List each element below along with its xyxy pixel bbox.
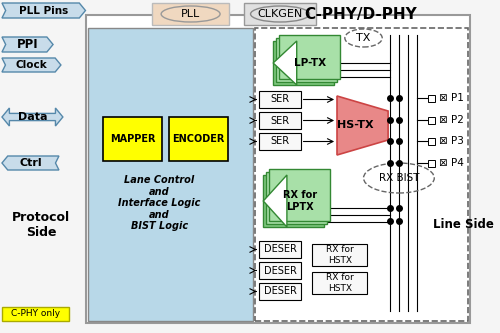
Text: PLL: PLL — [181, 9, 200, 19]
Bar — [276, 38, 337, 82]
Text: TX: TX — [356, 33, 370, 43]
Bar — [88, 28, 254, 321]
Bar — [279, 35, 340, 79]
Bar — [312, 272, 368, 294]
Text: ⊠ P1: ⊠ P1 — [439, 93, 464, 103]
Text: C-PHY only: C-PHY only — [11, 309, 60, 318]
Polygon shape — [2, 37, 53, 52]
Text: Line Side: Line Side — [434, 218, 494, 231]
Text: ⊠ P2: ⊠ P2 — [439, 115, 464, 125]
Text: SER: SER — [270, 95, 289, 105]
Text: SER: SER — [270, 116, 289, 126]
Polygon shape — [337, 96, 388, 155]
Text: CLKGEN: CLKGEN — [258, 9, 302, 19]
Text: RX for
HSTX: RX for HSTX — [326, 245, 354, 265]
Bar — [2, 307, 69, 321]
Polygon shape — [273, 41, 296, 85]
Polygon shape — [2, 3, 86, 18]
Bar — [244, 3, 316, 25]
Text: PPI: PPI — [16, 38, 38, 51]
Text: ⊠ P4: ⊠ P4 — [439, 158, 464, 168]
Text: DESER: DESER — [264, 244, 296, 254]
Text: DESER: DESER — [264, 286, 296, 296]
Text: DESER: DESER — [264, 265, 296, 275]
Bar — [312, 244, 368, 266]
Ellipse shape — [161, 6, 220, 22]
Bar — [260, 112, 300, 129]
Bar — [256, 28, 468, 321]
Bar — [428, 138, 436, 145]
Bar — [152, 3, 229, 25]
Text: RX for
HSTX: RX for HSTX — [326, 273, 354, 293]
Bar — [428, 95, 436, 102]
Polygon shape — [2, 108, 63, 126]
Text: RX for
LPTX: RX for LPTX — [282, 190, 316, 212]
Text: PLL Pins: PLL Pins — [19, 6, 68, 16]
Text: ⊠ P3: ⊠ P3 — [439, 136, 464, 146]
Bar — [273, 41, 334, 85]
Bar — [260, 262, 300, 279]
Text: RX BIST: RX BIST — [378, 173, 419, 183]
Text: SER: SER — [270, 137, 289, 147]
Bar — [260, 241, 300, 258]
Bar — [260, 283, 300, 300]
Polygon shape — [264, 175, 287, 227]
Bar — [266, 172, 327, 224]
Bar — [428, 117, 436, 124]
Text: LP-TX: LP-TX — [294, 58, 326, 68]
Bar — [264, 175, 324, 227]
Ellipse shape — [250, 6, 310, 22]
Text: Protocol
Side: Protocol Side — [12, 211, 70, 239]
Text: Lane Control
and
Interface Logic
and
BIST Logic: Lane Control and Interface Logic and BIS… — [118, 175, 200, 231]
Bar — [260, 133, 300, 150]
Text: ENCODER: ENCODER — [172, 134, 225, 144]
Text: Data: Data — [18, 112, 47, 122]
Text: Clock: Clock — [16, 60, 48, 70]
Bar — [269, 169, 330, 221]
Bar — [260, 91, 300, 108]
Bar — [103, 117, 162, 161]
Text: HS-TX: HS-TX — [338, 120, 374, 130]
Polygon shape — [2, 156, 59, 170]
Text: MAPPER: MAPPER — [110, 134, 156, 144]
Text: Ctrl: Ctrl — [19, 158, 42, 168]
Polygon shape — [2, 58, 61, 72]
Text: C-PHY/D-PHY: C-PHY/D-PHY — [304, 7, 418, 22]
Bar — [86, 15, 470, 323]
Bar — [169, 117, 228, 161]
Bar — [428, 160, 436, 166]
